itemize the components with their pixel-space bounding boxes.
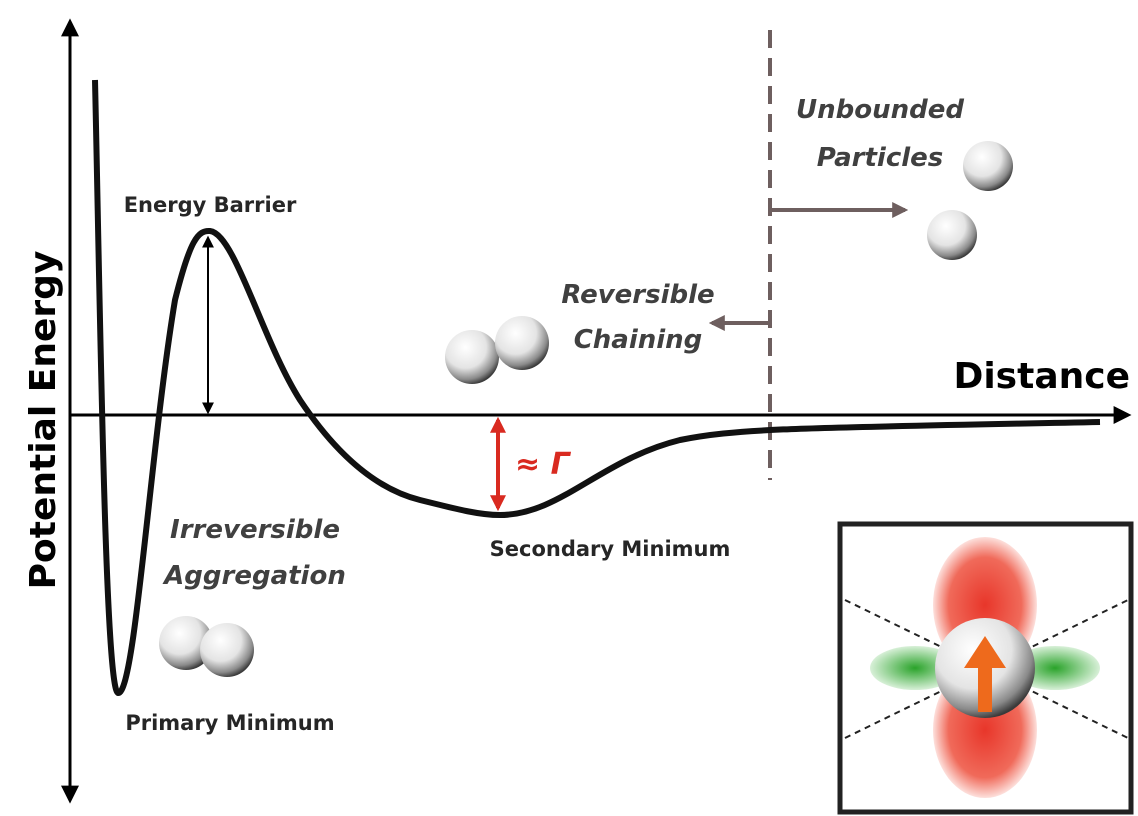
aggregation-label: Aggregation: [162, 561, 346, 591]
particle: [445, 330, 499, 384]
particles-label: Particles: [817, 143, 944, 173]
unbounded-label: Unbounded: [796, 95, 964, 125]
reversible-label: Reversible: [561, 280, 714, 310]
energy-barrier-label: Energy Barrier: [124, 193, 297, 217]
particle: [495, 316, 549, 370]
y-axis-label: Potential Energy: [23, 251, 64, 590]
secondary-minimum-label: Secondary Minimum: [490, 537, 731, 561]
particle: [963, 141, 1013, 191]
gamma-label: ≈ Γ: [515, 447, 572, 482]
chaining-label: Chaining: [574, 325, 703, 355]
particle: [927, 210, 977, 260]
inset: [840, 524, 1131, 812]
irreversible-label: Irreversible: [170, 515, 340, 545]
particle: [200, 623, 254, 677]
x-axis-label: Distance: [953, 356, 1130, 397]
diagram: Potential Energy Distance ≈ Γ Energy Bar…: [0, 0, 1138, 816]
primary-minimum-label: Primary Minimum: [125, 711, 334, 735]
